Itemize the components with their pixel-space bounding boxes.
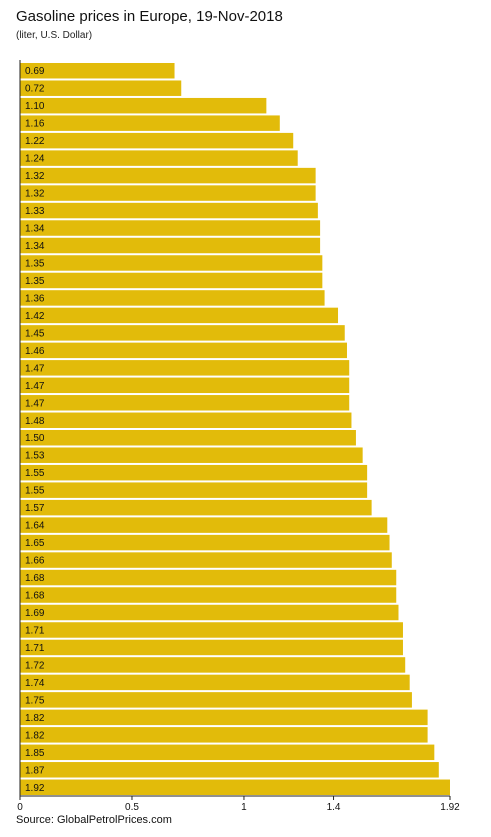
bar (20, 727, 428, 743)
bar-value-label: 1.42 (25, 311, 45, 322)
bar (20, 202, 318, 219)
bar-value-label: 1.74 (25, 678, 45, 689)
bar (20, 674, 410, 691)
bar-value-label: 1.68 (25, 591, 45, 602)
bar (20, 499, 372, 516)
bar-value-label: 0.69 (25, 66, 45, 77)
bar (20, 517, 388, 533)
bar (20, 779, 450, 795)
bar (20, 622, 403, 638)
bar-value-label: 1.36 (25, 293, 45, 304)
bar (20, 395, 350, 411)
bar-value-label: 1.69 (25, 608, 45, 619)
bar-value-label: 1.55 (25, 468, 45, 479)
bar-value-label: 1.34 (25, 241, 45, 252)
bar (20, 692, 412, 708)
bar (20, 657, 406, 673)
source-note: Source: GlobalPetrolPrices.com (16, 814, 172, 826)
bar-value-label: 1.10 (25, 101, 45, 112)
bar-value-label: 1.71 (25, 625, 45, 636)
bar-value-label: 1.24 (25, 154, 45, 165)
bar (20, 762, 439, 778)
bar-value-label: 1.35 (25, 276, 45, 287)
bar-value-label: 1.87 (25, 765, 45, 776)
bar (20, 167, 316, 184)
chart-subtitle: (liter, U.S. Dollar) (16, 30, 93, 41)
bar (20, 150, 298, 166)
bar (20, 587, 397, 603)
bar-value-label: 0.72 (25, 84, 45, 95)
bar-value-label: 1.16 (25, 119, 45, 130)
x-axis: 0 0.5 1 1.4 1.92 (17, 60, 460, 813)
bar-value-label: 1.32 (25, 171, 45, 182)
bar-value-label: 1.68 (25, 573, 45, 584)
bar (20, 115, 280, 131)
bar (20, 482, 368, 498)
bar (20, 220, 321, 236)
bar-value-label: 1.32 (25, 189, 45, 200)
bar (20, 255, 323, 271)
bar-value-label: 1.75 (25, 695, 45, 706)
bar-value-label: 1.82 (25, 730, 45, 741)
bar-value-label: 1.22 (25, 136, 45, 147)
bar (20, 132, 294, 149)
bar-value-label: 1.47 (25, 381, 45, 392)
bar-value-label: 1.72 (25, 660, 45, 671)
bar (20, 360, 350, 376)
bar (20, 552, 392, 568)
bar (20, 447, 363, 463)
bar (20, 237, 321, 254)
x-tick-label: 1 (241, 802, 247, 813)
bar (20, 412, 352, 428)
bar-value-label: 1.64 (25, 521, 45, 532)
bar (20, 604, 399, 621)
bar (20, 63, 175, 79)
bar (20, 80, 182, 96)
bar-value-label: 1.57 (25, 503, 45, 514)
bar-value-label: 1.35 (25, 258, 45, 269)
bar-value-label: 1.46 (25, 346, 45, 357)
bar (20, 377, 350, 394)
bar (20, 97, 267, 114)
bar (20, 325, 345, 341)
bar (20, 534, 390, 551)
bar (20, 709, 428, 726)
bar (20, 342, 347, 359)
bar-value-label: 1.50 (25, 433, 45, 444)
x-tick-label: 1.92 (440, 802, 460, 813)
bar (20, 307, 339, 324)
bars-group: 0.69 0.72 1.10 1.16 1.22 1.24 1.32 1.32 1.33 1.34… (20, 63, 450, 795)
x-tick-label: 0 (17, 802, 23, 813)
bar-value-label: 1.82 (25, 713, 45, 724)
bar-value-label: 1.47 (25, 363, 45, 374)
chart-title: Gasoline prices in Europe, 19-Nov-2018 (16, 8, 283, 25)
bar-value-label: 1.71 (25, 643, 45, 654)
bar-value-label: 1.45 (25, 328, 45, 339)
bar (20, 464, 368, 481)
x-tick-label: 1.4 (327, 802, 341, 813)
bar (20, 290, 325, 306)
bar-value-label: 1.85 (25, 748, 45, 759)
bar-value-label: 1.34 (25, 224, 45, 235)
bar-value-label: 1.33 (25, 206, 45, 217)
bar (20, 272, 323, 289)
bar-value-label: 1.53 (25, 451, 45, 462)
bar-value-label: 1.65 (25, 538, 45, 549)
bar (20, 569, 397, 586)
bar-value-label: 1.92 (25, 783, 45, 794)
bar-value-label: 1.47 (25, 398, 45, 409)
bar-value-label: 1.66 (25, 556, 45, 567)
bar-value-label: 1.48 (25, 416, 45, 427)
x-tick-label: 0.5 (125, 802, 139, 813)
bar (20, 744, 435, 761)
bar (20, 639, 403, 656)
bar-value-label: 1.55 (25, 486, 45, 497)
bar (20, 430, 356, 446)
bar (20, 185, 316, 201)
